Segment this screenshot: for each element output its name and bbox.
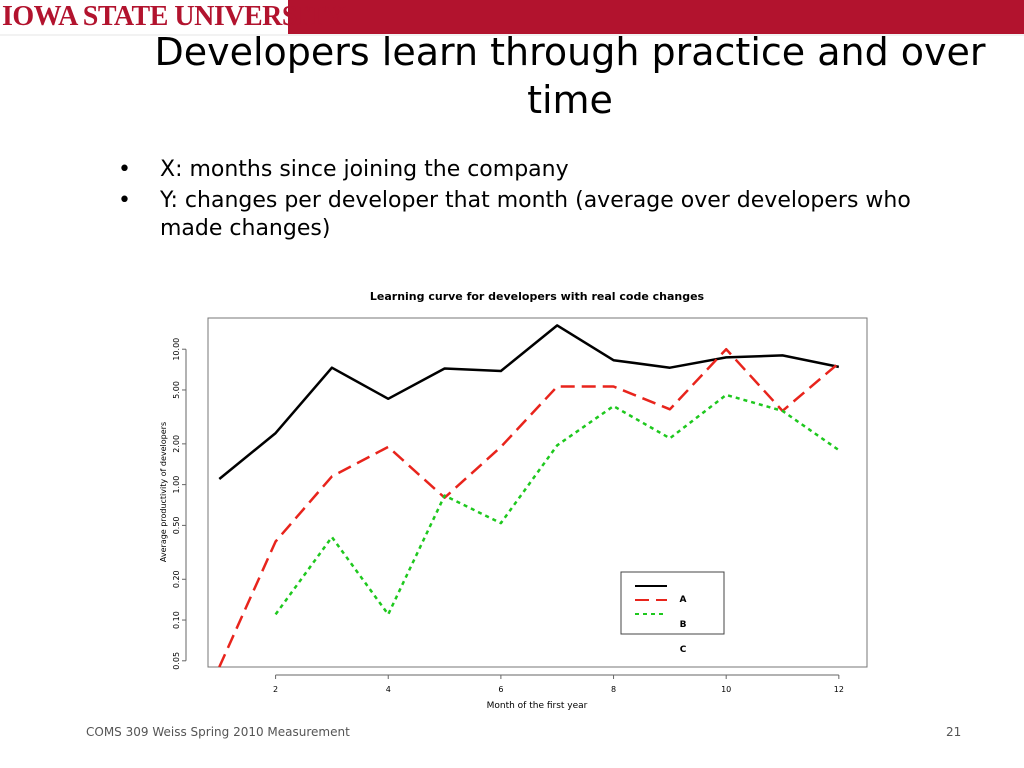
series-line-C bbox=[274, 393, 840, 616]
x-tick-label: 4 bbox=[386, 685, 391, 694]
legend-label: A bbox=[680, 595, 687, 605]
bullet-item: • Y: changes per developer that month (av… bbox=[118, 187, 978, 243]
page-number: 21 bbox=[946, 725, 962, 739]
learning-curve-chart: Learning curve for developers with real … bbox=[159, 290, 868, 711]
legend-label: C bbox=[680, 645, 687, 655]
bullet-icon: • bbox=[118, 157, 131, 182]
series-line-B bbox=[218, 347, 840, 668]
plot-frame bbox=[207, 317, 868, 668]
x-axis-label: Month of the first year bbox=[487, 701, 588, 711]
brand-text: IOWA STATE UNIVERSITY bbox=[2, 1, 346, 32]
bullet-icon: • bbox=[118, 188, 131, 213]
bullet-text: X: months since joining the company bbox=[160, 157, 569, 182]
x-axis: 2 4 6 8 10 12 bbox=[273, 674, 844, 694]
y-tick-label: 5.00 bbox=[172, 381, 181, 399]
legend-box bbox=[620, 571, 725, 635]
legend-label: B bbox=[680, 620, 687, 630]
chart-title: Learning curve for developers with real … bbox=[370, 290, 705, 303]
footer-text: COMS 309 Weiss Spring 2010 Measurement bbox=[86, 725, 350, 739]
y-tick-label: 10.00 bbox=[172, 338, 181, 361]
bullet-text: Y: changes per developer that month (ave… bbox=[160, 188, 911, 241]
header-bar: IOWA STATE UNIVERSITY bbox=[0, 0, 1024, 36]
series-layer bbox=[218, 324, 840, 668]
bullet-item: • X: months since joining the company bbox=[118, 156, 978, 184]
x-tick-label: 10 bbox=[721, 685, 731, 694]
x-tick-label: 6 bbox=[498, 685, 503, 694]
y-tick-label: 0.10 bbox=[172, 611, 181, 629]
y-tick-label: 2.00 bbox=[172, 435, 181, 453]
y-tick-label: 0.50 bbox=[172, 516, 181, 534]
y-tick-label: 0.05 bbox=[172, 652, 181, 670]
series-line-A bbox=[218, 324, 840, 480]
x-tick-label: 12 bbox=[834, 685, 844, 694]
legend: A B C bbox=[620, 571, 725, 655]
university-logo: IOWA STATE UNIVERSITY bbox=[0, 0, 346, 34]
y-tick-label: 1.00 bbox=[172, 476, 181, 494]
slide-title: Developers learn through practice and ov… bbox=[154, 30, 986, 122]
x-tick-label: 2 bbox=[273, 685, 278, 694]
y-tick-label: 0.20 bbox=[172, 570, 181, 588]
y-axis: 0.05 0.10 0.20 0.50 1.00 2.00 5.00 10.00 bbox=[172, 338, 187, 670]
y-axis-label: Average productivity of developers bbox=[159, 422, 168, 562]
x-tick-label: 8 bbox=[611, 685, 616, 694]
bullet-list: • X: months since joining the company • Y:… bbox=[118, 156, 978, 246]
